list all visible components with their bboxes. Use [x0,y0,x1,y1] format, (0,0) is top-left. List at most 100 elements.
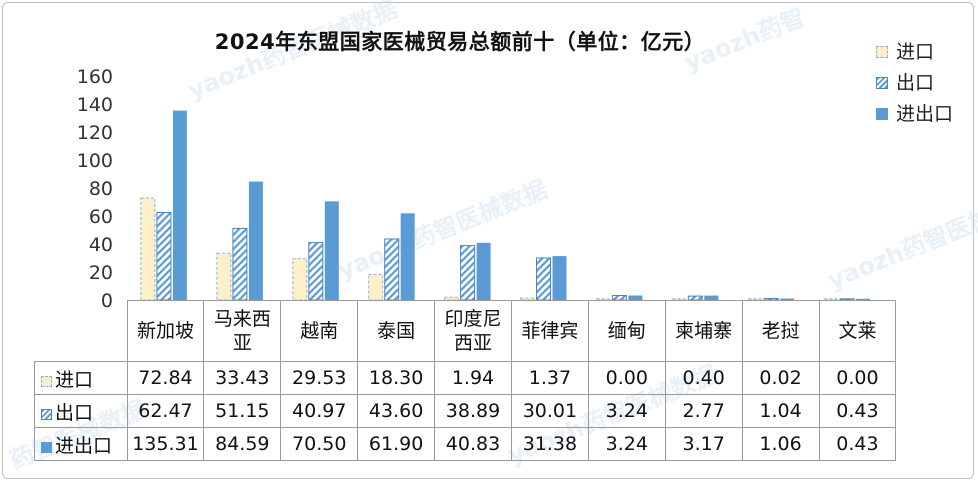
bar-import [368,273,384,301]
table-cell-value: 72.84 [126,361,205,395]
table-cell-value: 0.00 [587,361,666,395]
legend-item-export: 出口 [876,67,971,98]
legend-label-total: 进出口 [896,103,954,125]
table-cell-value: 3.24 [587,394,666,428]
bar-total [780,298,795,300]
bar-total [856,298,871,300]
table-row-total: 进出口 135.31 84.59 70.50 61.90 40.83 31.38 3.24 3.… [34,427,897,461]
table-cell-value: 62.47 [126,394,205,428]
bar-export [536,257,551,301]
category-label: 柬埔寨 [664,300,743,362]
y-tick-label: 120 [77,122,113,144]
bar-import [216,252,232,301]
table-cell-value: 33.43 [203,361,282,395]
category-label: 新加坡 [126,300,205,362]
bar-export [156,212,172,301]
table-cell-value: 31.38 [510,427,589,461]
table-cell-value: 84.59 [203,427,282,461]
table-cell-value: 61.90 [357,427,436,461]
table-cell-value: 51.15 [203,394,282,428]
category-label: 缅甸 [587,300,666,362]
table-header-row: 新加坡 马来西亚 越南 泰国 印度尼西亚 菲律宾 缅甸 柬埔寨 老挝 文莱 [34,300,897,362]
table-row-label: 进出口 [55,434,113,457]
table-cell-value: 30.01 [510,394,589,428]
table-cell-value: 1.94 [434,361,512,395]
table-cell-value: 0.00 [818,361,897,395]
table-row-export: 出口 62.47 51.15 40.97 43.60 38.89 30.01 3.24 2.77… [34,394,897,428]
y-tick-label: 60 [89,206,113,228]
y-tick-label: 100 [77,150,113,172]
legend-swatch-total [876,108,888,120]
table-cell-value: 3.17 [664,427,743,461]
bar-total [248,181,263,300]
bar-import [292,258,308,301]
table-cell-value: 29.53 [280,361,359,395]
y-tick-label: 20 [89,262,113,284]
bar-export [384,238,400,301]
table-legend-swatch [41,375,52,387]
table-cell-value: 40.97 [280,394,359,428]
table-row-header: 进出口 [34,427,128,461]
table-cell-value: 1.04 [741,394,820,428]
table-cell-value: 0.43 [818,394,897,428]
table-row-header: 进口 [34,361,128,395]
table-cell-value: 0.40 [664,361,743,395]
y-tick-label: 140 [77,94,113,116]
table-cell-value: 0.02 [741,361,820,395]
category-label: 老挝 [741,300,820,362]
bar-total [172,110,187,300]
bar-total [628,295,643,300]
table-row-import: 进口 72.84 33.43 29.53 18.30 1.94 1.37 0.00 0.40 0.… [34,361,897,395]
bar-import [444,296,460,301]
bar-import [595,298,611,301]
bar-export [460,245,476,301]
category-label: 马来西亚 [203,300,282,362]
chart-data-table: 新加坡 马来西亚 越南 泰国 印度尼西亚 菲律宾 缅甸 柬埔寨 老挝 文莱进口 72.84 33.43… [34,300,897,461]
legend-item-import: 进口 [876,36,971,67]
bar-export [232,227,248,301]
bar-total [324,201,339,300]
table-cell-value: 38.89 [434,394,512,428]
table-cell-value: 70.50 [280,427,359,461]
table-cell-value: 18.30 [357,361,436,395]
bar-series-group [140,110,871,301]
category-label: 越南 [280,300,359,362]
y-tick-label: 160 [77,66,113,88]
bar-total [476,242,491,300]
y-tick-label: 80 [89,178,113,200]
category-label: 印度尼西亚 [434,300,512,362]
table-legend-swatch [41,441,52,453]
table-cell-value: 1.37 [510,361,589,395]
bar-total [400,213,415,300]
category-label: 文莱 [818,300,897,362]
bar-import [671,298,687,301]
table-cell-value: 1.06 [741,427,820,461]
table-cell-value: 43.60 [357,394,436,428]
table-cell-value: 135.31 [126,427,205,461]
y-tick-label: 40 [89,234,113,256]
legend-label-export: 出口 [896,72,935,94]
table-cell-value: 40.83 [434,427,512,461]
bar-import [823,298,839,301]
table-row-header: 出口 [34,394,128,428]
bar-total [552,256,567,300]
table-legend-swatch [41,408,52,420]
table-cell-value: 2.77 [664,394,743,428]
legend-label-import: 进口 [896,41,935,63]
table-row-label: 出口 [55,401,94,424]
bar-export [308,242,324,301]
chart-legend: 进口 出口 进出口 [876,36,971,129]
category-label: 泰国 [357,300,436,362]
bar-import [140,197,156,301]
legend-swatch-export [876,77,888,89]
legend-swatch-import [876,46,888,58]
table-cell-value: 0.43 [818,427,897,461]
chart-title: 2024年东盟国家医械贸易总额前十（单位：亿元） [214,30,706,54]
table-row-label: 进口 [55,368,94,391]
category-label: 菲律宾 [510,300,589,362]
bar-export [839,298,855,301]
table-cell-value: 3.24 [587,427,666,461]
